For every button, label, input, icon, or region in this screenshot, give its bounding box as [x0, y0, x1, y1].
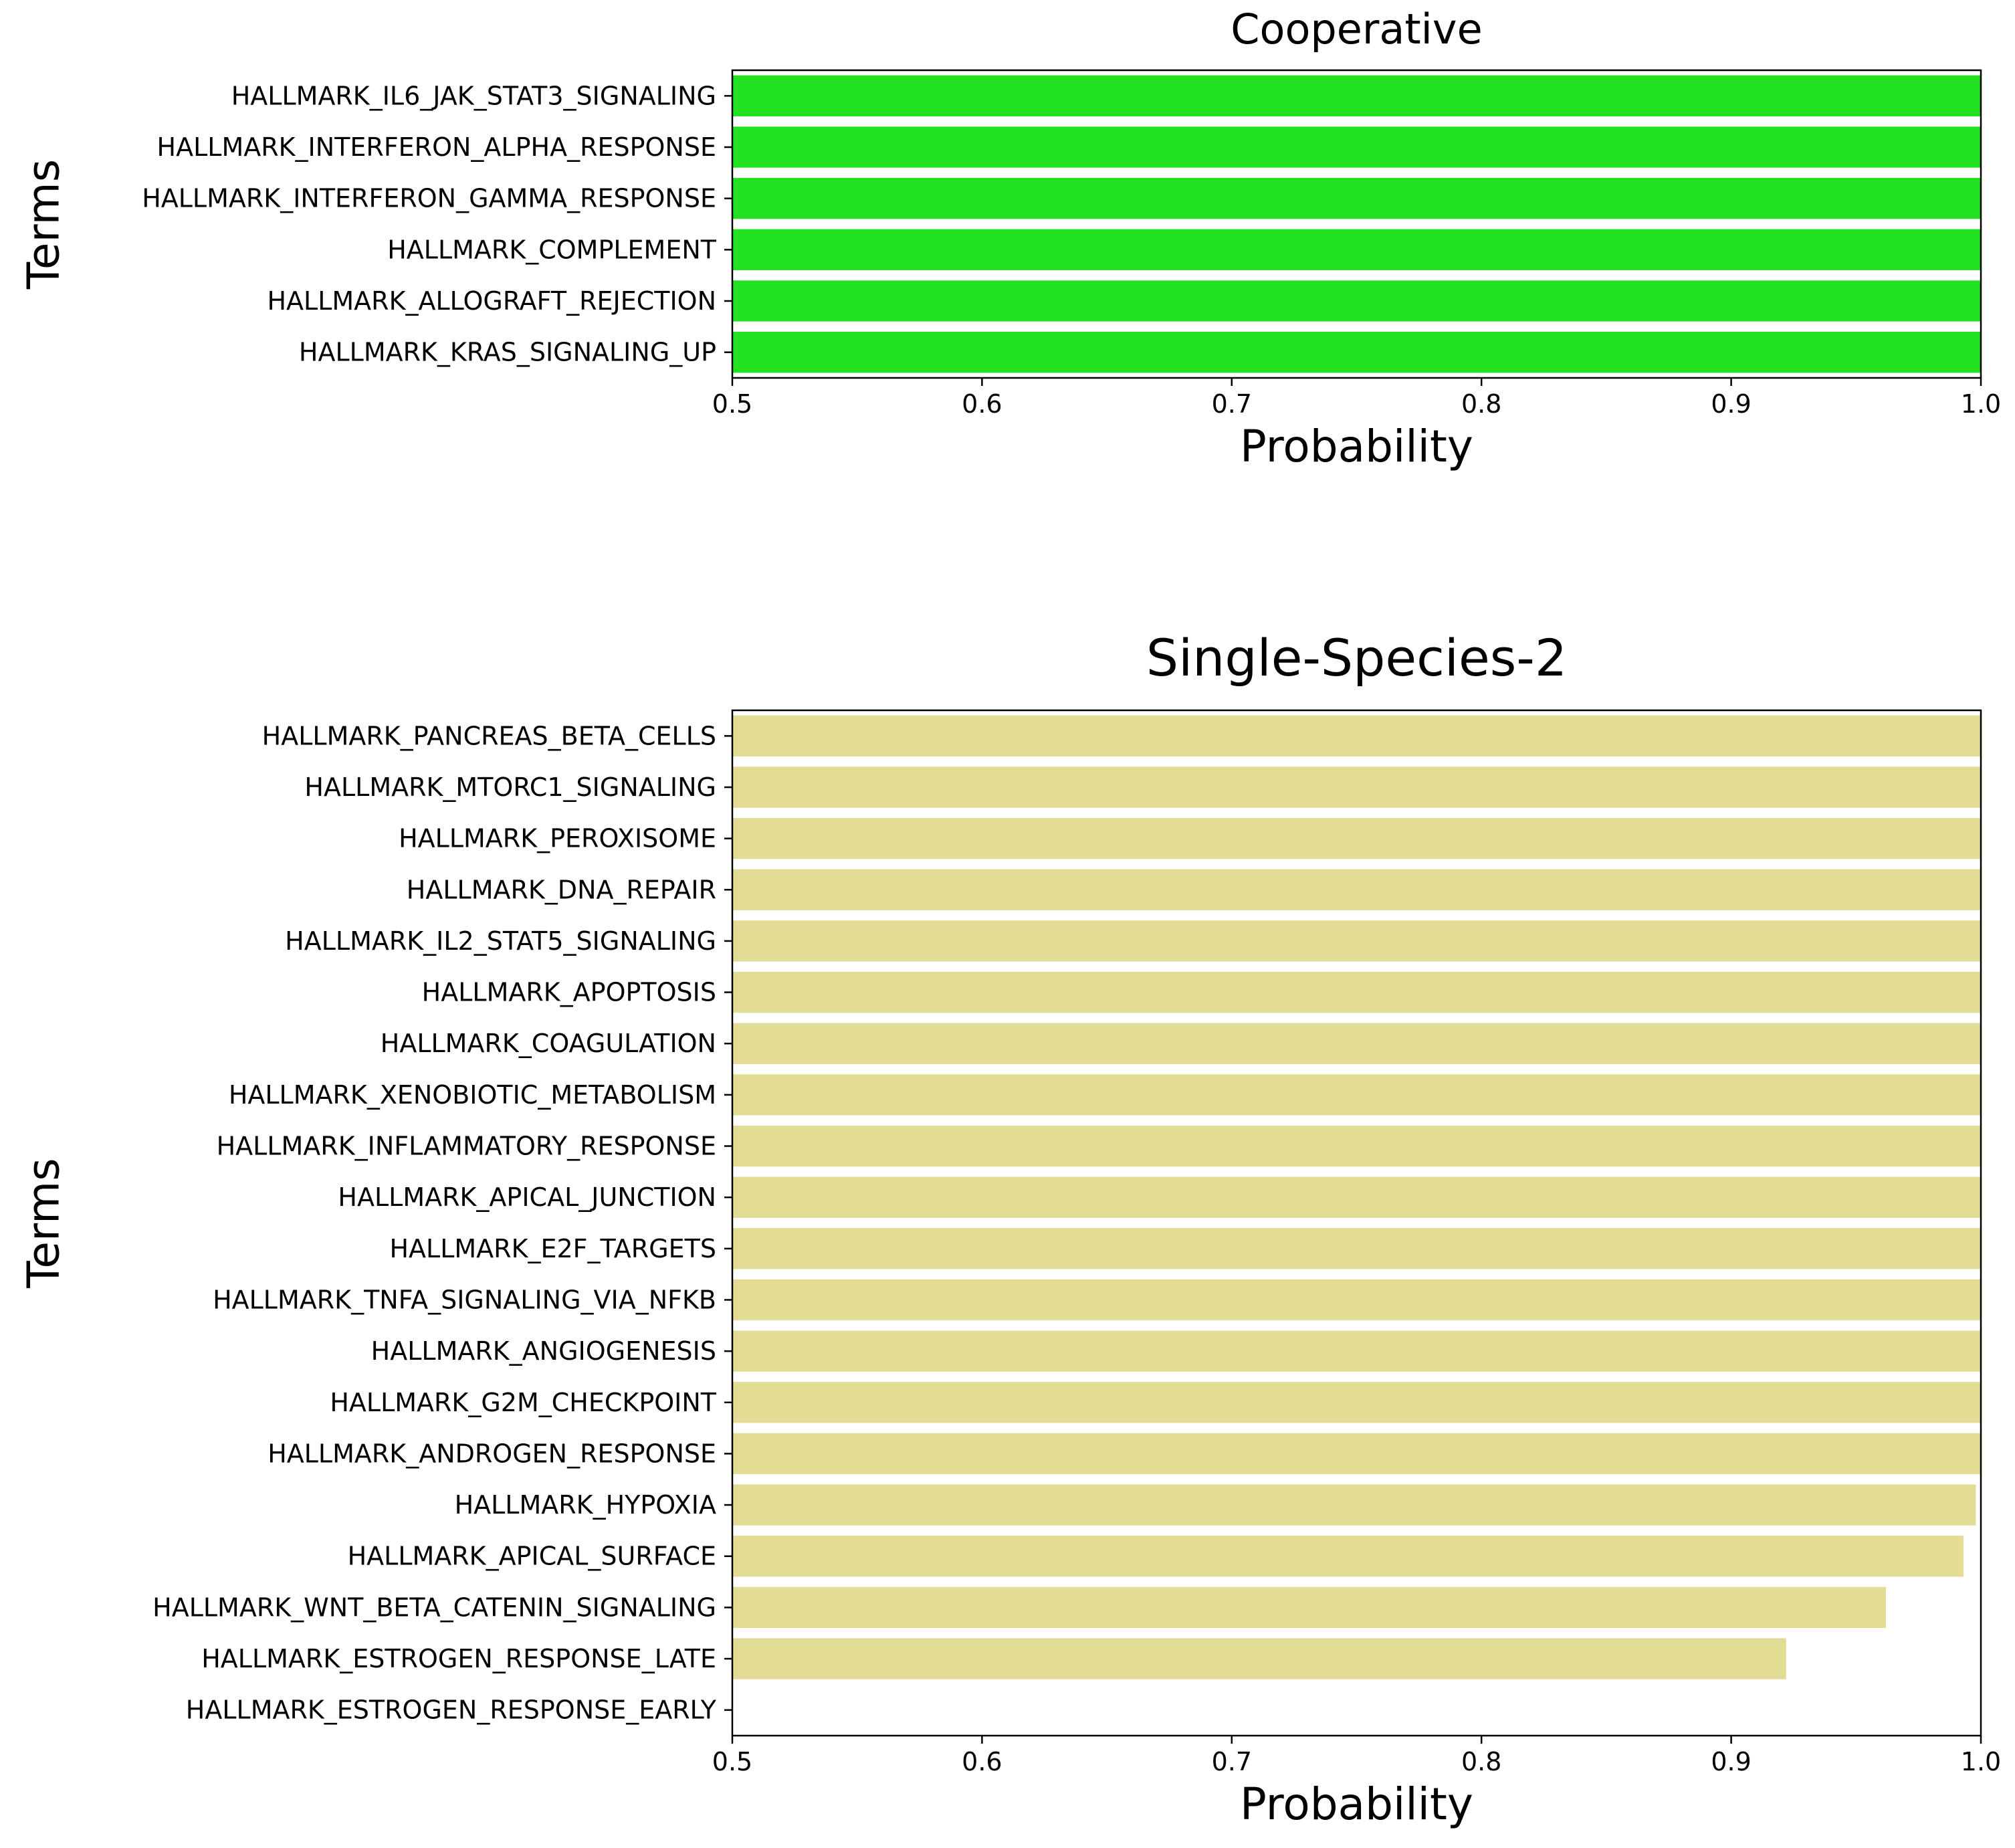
y-tick-label: HALLMARK_ESTROGEN_RESPONSE_LATE: [201, 1644, 716, 1673]
bar: [732, 1125, 1981, 1167]
bar: [732, 920, 1981, 962]
x-axis-label: Probability: [1240, 1778, 1473, 1830]
bar: [732, 1638, 1786, 1679]
y-tick-label: HALLMARK_ALLOGRAFT_REJECTION: [267, 286, 716, 316]
y-tick-label: HALLMARK_PEROXISOME: [399, 824, 716, 853]
y-tick-label: HALLMARK_IL2_STAT5_SIGNALING: [285, 926, 716, 956]
bar: [732, 1023, 1981, 1064]
x-tick-label: 1.0: [1961, 389, 2001, 419]
bar: [732, 1228, 1981, 1269]
axes-frame: [731, 709, 1982, 1737]
bar: [732, 75, 1981, 116]
chart-title: Cooperative: [1231, 5, 1483, 54]
y-tick-label: HALLMARK_WNT_BETA_CATENIN_SIGNALING: [152, 1593, 716, 1622]
y-axis-label: Terms: [18, 159, 70, 290]
x-tick-label: 0.7: [1212, 389, 1252, 419]
x-axis-label: Probability: [1240, 421, 1473, 472]
y-tick-label: HALLMARK_XENOBIOTIC_METABOLISM: [229, 1080, 716, 1110]
bar: [732, 332, 1981, 373]
bar: [732, 1586, 1887, 1629]
axes-frame: [731, 69, 1982, 379]
y-tick-label: HALLMARK_TNFA_SIGNALING_VIA_NFKB: [213, 1285, 716, 1314]
y-tick-label: HALLMARK_APICAL_SURFACE: [348, 1542, 716, 1571]
chart-panel-1: HALLMARK_IL6_JAK_STAT3_SIGNALING HALLMARK…: [18, 5, 2002, 472]
x-tick-label: 0.8: [1461, 389, 1501, 419]
bar: [732, 229, 1981, 270]
y-tick-label: HALLMARK_G2M_CHECKPOINT: [330, 1388, 716, 1417]
x-tick-label: 0.5: [712, 389, 752, 419]
y-tick-label: HALLMARK_INTERFERON_ALPHA_RESPONSE: [157, 132, 716, 162]
bar: [732, 971, 1981, 1013]
bar: [732, 280, 1981, 322]
chart-title: Single-Species-2: [1146, 628, 1567, 688]
bar: [732, 766, 1981, 808]
y-tick-label: HALLMARK_APICAL_JUNCTION: [338, 1183, 716, 1212]
x-tick-label: 1.0: [1961, 1747, 2001, 1776]
bar: [732, 178, 1981, 219]
y-tick-label: HALLMARK_APOPTOSIS: [422, 978, 716, 1007]
y-tick-label: HALLMARK_KRAS_SIGNALING_UP: [299, 338, 716, 367]
bar: [732, 715, 1981, 756]
bar: [732, 126, 1981, 168]
y-tick-label: HALLMARK_INTERFERON_GAMMA_RESPONSE: [142, 184, 716, 213]
y-tick-label: HALLMARK_ANGIOGENESIS: [371, 1336, 716, 1366]
panels: HALLMARK_IL6_JAK_STAT3_SIGNALING HALLMARK…: [18, 5, 2002, 1830]
bar: [732, 1382, 1981, 1423]
bar: [732, 1433, 1981, 1475]
y-tick-label: HALLMARK_E2F_TARGETS: [389, 1234, 716, 1263]
y-axis-label: Terms: [18, 1158, 70, 1288]
bar: [732, 869, 1981, 910]
x-tick-label: 0.9: [1711, 1747, 1751, 1776]
y-tick-label: HALLMARK_ESTROGEN_RESPONSE_EARLY: [186, 1696, 717, 1725]
y-tick-label: HALLMARK_IL6_JAK_STAT3_SIGNALING: [231, 81, 716, 110]
y-tick-label: HALLMARK_DNA_REPAIR: [407, 875, 716, 904]
y-tick-label: HALLMARK_ANDROGEN_RESPONSE: [268, 1439, 716, 1468]
bar: [732, 1330, 1981, 1372]
bar: [732, 817, 1981, 859]
y-tick-label: HALLMARK_COAGULATION: [381, 1029, 716, 1058]
x-tick-label: 0.7: [1212, 1747, 1252, 1776]
x-tick-label: 0.6: [962, 389, 1002, 419]
bar: [732, 1536, 1964, 1577]
x-tick-label: 0.9: [1711, 389, 1751, 419]
x-tick-label: 0.8: [1461, 1747, 1501, 1776]
bar: [732, 1074, 1981, 1116]
y-tick-label: HALLMARK_HYPOXIA: [455, 1490, 716, 1520]
y-tick-label: HALLMARK_PANCREAS_BETA_CELLS: [262, 721, 716, 750]
bar: [732, 1176, 1981, 1218]
bar: [732, 1484, 1976, 1526]
y-tick-label: HALLMARK_INFLAMMATORY_RESPONSE: [217, 1132, 716, 1161]
y-tick-label: HALLMARK_MTORC1_SIGNALING: [304, 773, 716, 802]
chart-panel-2: HALLMARK_PANCREAS_BETA_CELLS HALLMARK_MTO…: [18, 628, 2002, 1830]
y-tick-label: HALLMARK_COMPLEMENT: [387, 235, 717, 264]
x-tick-label: 0.5: [712, 1747, 752, 1776]
x-tick-label: 0.6: [962, 1747, 1002, 1776]
bar: [732, 1279, 1981, 1321]
